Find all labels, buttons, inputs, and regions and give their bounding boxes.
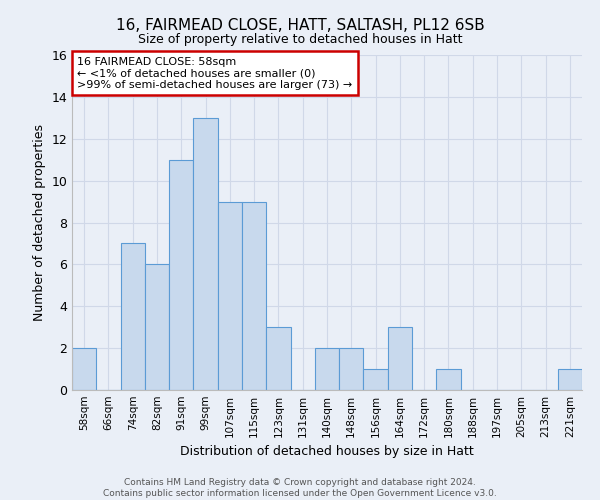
Text: 16 FAIRMEAD CLOSE: 58sqm
← <1% of detached houses are smaller (0)
>99% of semi-d: 16 FAIRMEAD CLOSE: 58sqm ← <1% of detach…	[77, 56, 352, 90]
Bar	[558, 369, 582, 390]
X-axis label: Distribution of detached houses by size in Hatt: Distribution of detached houses by size …	[180, 446, 474, 458]
Text: 16, FAIRMEAD CLOSE, HATT, SALTASH, PL12 6SB: 16, FAIRMEAD CLOSE, HATT, SALTASH, PL12 …	[116, 18, 484, 32]
Bar	[315, 348, 339, 390]
Bar	[121, 244, 145, 390]
Text: Size of property relative to detached houses in Hatt: Size of property relative to detached ho…	[138, 32, 462, 46]
Text: Contains HM Land Registry data © Crown copyright and database right 2024.
Contai: Contains HM Land Registry data © Crown c…	[103, 478, 497, 498]
Bar	[169, 160, 193, 390]
Bar	[339, 348, 364, 390]
Bar	[242, 202, 266, 390]
Bar	[266, 327, 290, 390]
Bar	[436, 369, 461, 390]
Bar	[193, 118, 218, 390]
Bar	[388, 327, 412, 390]
Bar	[218, 202, 242, 390]
Bar	[364, 369, 388, 390]
Y-axis label: Number of detached properties: Number of detached properties	[33, 124, 46, 321]
Bar	[145, 264, 169, 390]
Bar	[72, 348, 96, 390]
